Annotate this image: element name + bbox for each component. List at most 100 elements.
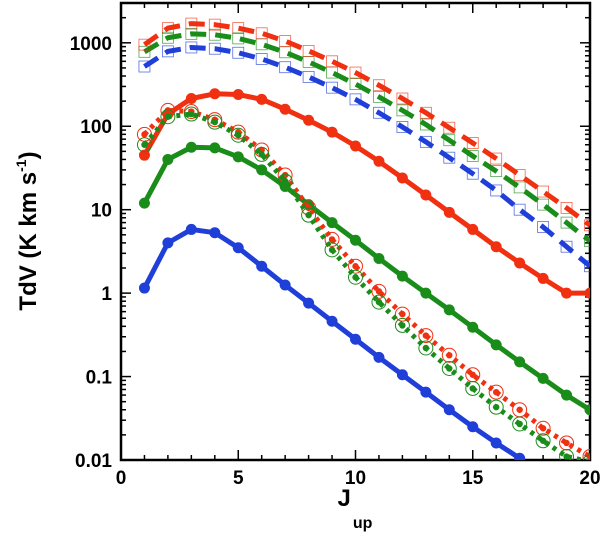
data-point-ring — [394, 306, 410, 322]
data-point-ring — [418, 340, 434, 356]
data-point-ring — [254, 146, 270, 162]
data-point-ring — [535, 433, 551, 449]
data-point — [162, 153, 174, 165]
data-point — [208, 42, 221, 55]
data-point — [396, 104, 409, 117]
data-point — [467, 421, 479, 433]
data-point — [513, 181, 526, 194]
data-point — [514, 257, 526, 269]
data-point-ring — [136, 137, 152, 153]
data-point — [560, 202, 573, 214]
series-green-dashed — [138, 27, 590, 248]
data-point — [373, 106, 385, 119]
data-point — [326, 126, 338, 138]
data-point — [256, 93, 268, 105]
data-point — [141, 131, 148, 138]
data-point — [466, 137, 479, 149]
series-line — [143, 31, 590, 244]
data-point — [490, 152, 503, 165]
data-point — [138, 45, 151, 58]
x-tick-label: 5 — [233, 468, 244, 489]
data-point — [303, 114, 315, 126]
data-point — [419, 118, 432, 131]
series-green-dotted — [136, 106, 590, 460]
data-point — [373, 90, 385, 103]
data-point — [490, 241, 502, 253]
data-point — [420, 189, 432, 201]
y-axis-label-close: ) — [15, 151, 42, 159]
data-point — [375, 288, 383, 295]
data-point — [539, 425, 547, 432]
data-point — [185, 93, 197, 105]
series-green-solid — [138, 141, 590, 416]
data-point — [419, 135, 432, 148]
data-point — [399, 310, 406, 318]
data-point-ring — [488, 399, 504, 415]
data-point-ring — [512, 416, 528, 432]
data-point — [211, 118, 218, 126]
data-point — [516, 406, 523, 413]
data-point — [584, 404, 590, 416]
data-point — [352, 263, 359, 270]
data-point — [185, 27, 198, 40]
data-point — [563, 439, 570, 447]
data-point — [256, 164, 268, 176]
data-point — [258, 146, 265, 154]
data-point — [279, 35, 292, 47]
x-axis-label: Jup — [338, 485, 373, 532]
data-point — [443, 121, 456, 134]
y-axis-label: TdV (K km s-1) — [13, 151, 42, 310]
data-point — [279, 103, 291, 115]
data-point — [185, 41, 198, 54]
x-tick-label: 20 — [579, 468, 600, 489]
data-point — [560, 216, 573, 229]
data-point — [302, 71, 315, 83]
series-line — [143, 44, 590, 269]
data-point — [396, 270, 408, 282]
data-point — [443, 304, 455, 316]
data-point — [561, 287, 573, 299]
data-point — [490, 184, 503, 197]
data-point — [232, 32, 245, 45]
data-point — [443, 206, 455, 218]
data-point — [443, 151, 456, 164]
data-point — [466, 167, 479, 180]
data-point — [232, 242, 244, 254]
data-point — [235, 132, 242, 139]
data-point — [537, 372, 549, 384]
data-point — [258, 151, 265, 158]
series-line — [142, 107, 590, 459]
data-point — [560, 240, 573, 253]
data-point — [467, 223, 479, 235]
y-tick-label: 1000 — [70, 34, 112, 55]
data-point — [375, 298, 383, 306]
data-point — [303, 297, 315, 309]
data-point — [467, 321, 479, 333]
data-point — [396, 121, 409, 133]
data-point — [208, 28, 221, 41]
data-point-ring — [160, 109, 176, 125]
data-point — [162, 237, 174, 249]
data-point — [232, 151, 244, 163]
data-point — [326, 315, 338, 327]
data-point — [279, 61, 292, 74]
data-point — [537, 221, 549, 233]
data-point — [138, 197, 150, 209]
series-blue-dashed — [138, 41, 590, 273]
x-tick-label: 0 — [116, 468, 127, 489]
data-point — [587, 458, 590, 460]
data-point — [493, 388, 500, 396]
data-point — [305, 211, 312, 219]
data-point — [279, 279, 291, 291]
data-point — [539, 437, 547, 444]
data-point — [138, 282, 150, 294]
data-point — [490, 437, 502, 449]
data-point — [396, 92, 409, 105]
data-point — [138, 38, 151, 51]
data-point — [514, 356, 526, 368]
data-point-ring — [207, 114, 223, 130]
y-axis-label-superscript: -1 — [13, 159, 29, 172]
data-point — [349, 78, 362, 90]
data-point-ring — [394, 317, 410, 333]
